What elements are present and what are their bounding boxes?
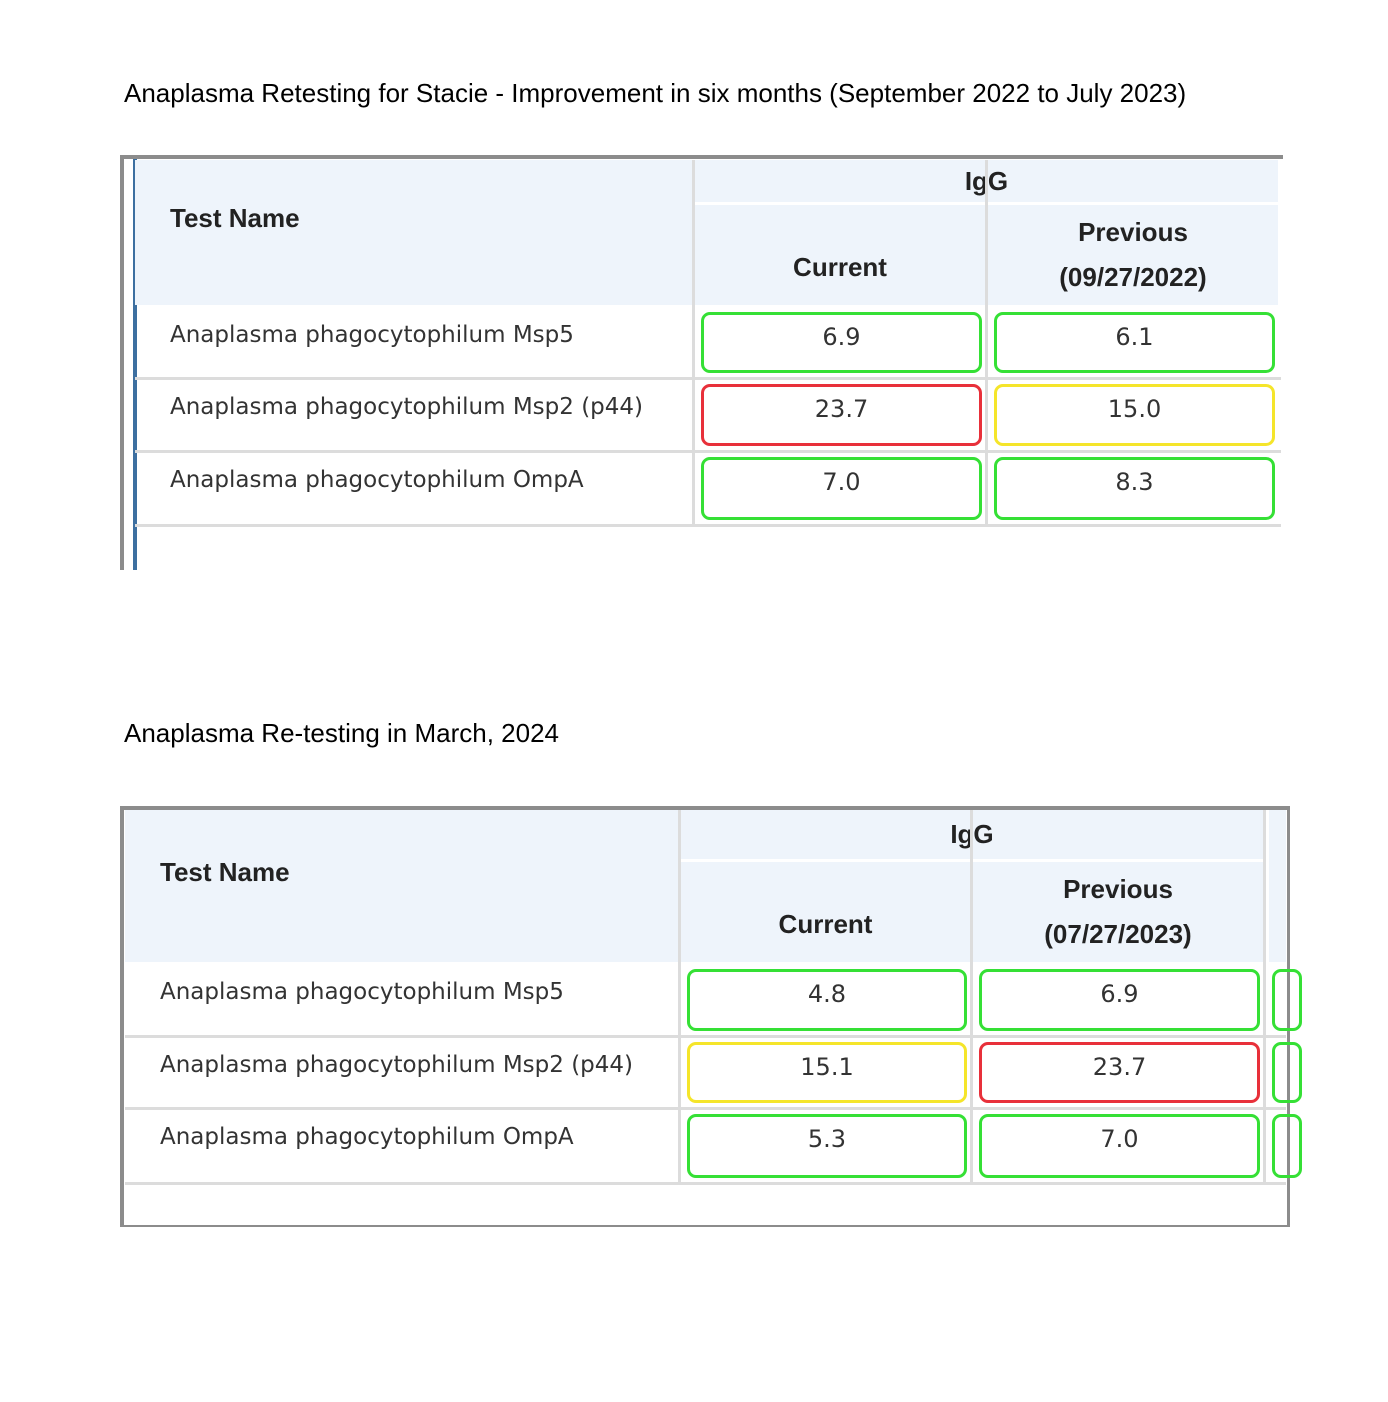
test-name: Anaplasma phagocytophilum OmpA: [160, 1124, 574, 1150]
result-value: 15.0: [994, 384, 1275, 446]
column-separator: [692, 160, 695, 527]
test-name: Anaplasma phagocytophilum Msp5: [170, 322, 574, 348]
row-separator: [135, 377, 1281, 380]
row-separator: [125, 1035, 1286, 1038]
row-separator: [125, 1182, 1286, 1185]
header-column: Current: [681, 862, 970, 962]
result-value: 7.0: [979, 1114, 1260, 1178]
frame: [120, 806, 1290, 1227]
extra-header: [1269, 810, 1286, 962]
column-separator: [985, 160, 988, 527]
header-column: Previous (09/27/2022): [988, 205, 1278, 305]
frame-left: [120, 155, 124, 570]
test-name: Anaplasma phagocytophilum Msp2 (p44): [170, 394, 644, 420]
test-name: Anaplasma phagocytophilum OmpA: [170, 467, 584, 493]
column-separator: [678, 810, 681, 1185]
result-value: 23.7: [701, 384, 982, 446]
result-value: 15.1: [687, 1042, 967, 1103]
row-separator: [135, 450, 1281, 453]
result-value: 7.0: [701, 457, 982, 520]
column-separator: [1263, 810, 1266, 1185]
table-title: Anaplasma Re-testing in March, 2024: [124, 718, 560, 748]
result-partial: [1272, 1114, 1302, 1178]
header-name: Test Name: [135, 160, 692, 305]
result-partial: [1272, 969, 1302, 1031]
result-value: 6.9: [979, 969, 1260, 1031]
test-name: Anaplasma phagocytophilum Msp2 (p44): [160, 1052, 634, 1078]
result-value: 4.8: [687, 969, 967, 1031]
header-column: Current: [695, 205, 985, 305]
result-value: 6.1: [994, 312, 1275, 373]
column-separator: [970, 810, 973, 1185]
header-name: Test Name: [125, 810, 678, 962]
result-value: 23.7: [979, 1042, 1260, 1103]
table-title: Anaplasma Retesting for Stacie - Improve…: [124, 78, 1187, 108]
test-name: Anaplasma phagocytophilum Msp5: [160, 979, 564, 1005]
header-column: Previous (07/27/2023): [973, 862, 1263, 962]
result-value: 5.3: [687, 1114, 967, 1178]
result-value: 8.3: [994, 457, 1275, 520]
row-separator: [135, 524, 1281, 527]
result-partial: [1272, 1042, 1302, 1103]
frame-top: [120, 155, 1283, 159]
row-separator: [125, 1107, 1286, 1110]
frame-left-accent: [133, 159, 137, 570]
result-value: 6.9: [701, 312, 982, 373]
